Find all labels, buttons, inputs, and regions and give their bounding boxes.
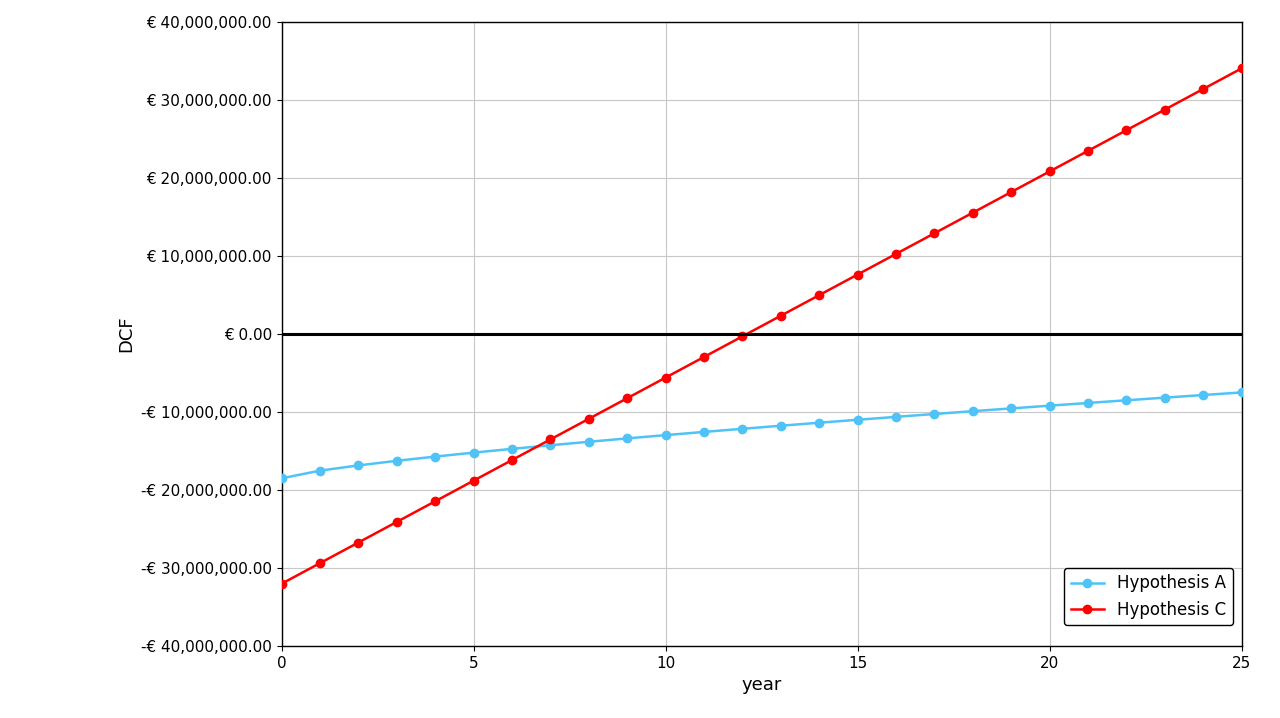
Hypothesis C xyxy=(466,476,481,485)
Hypothesis C xyxy=(1042,167,1057,176)
Line: Hypothesis A: Hypothesis A xyxy=(278,388,1245,482)
Hypothesis C xyxy=(312,559,328,567)
Hypothesis A xyxy=(965,407,980,416)
Hypothesis C xyxy=(927,229,942,238)
Hypothesis C xyxy=(389,518,404,526)
Hypothesis A xyxy=(1080,398,1096,407)
Hypothesis A xyxy=(658,431,673,439)
Hypothesis A xyxy=(543,441,558,449)
Line: Hypothesis C: Hypothesis C xyxy=(278,64,1245,588)
Hypothesis C xyxy=(1080,146,1096,155)
Hypothesis C xyxy=(620,394,635,403)
X-axis label: year: year xyxy=(741,676,782,694)
Hypothesis C xyxy=(735,332,750,340)
Hypothesis A xyxy=(274,474,289,482)
Hypothesis C xyxy=(504,456,520,465)
Y-axis label: DCF: DCF xyxy=(118,315,136,353)
Hypothesis C xyxy=(351,538,366,547)
Hypothesis A xyxy=(735,424,750,433)
Hypothesis C xyxy=(888,250,904,258)
Hypothesis C xyxy=(543,435,558,444)
Hypothesis A xyxy=(1157,393,1172,402)
Hypothesis C xyxy=(965,208,980,217)
Hypothesis A xyxy=(1234,388,1249,397)
Hypothesis A xyxy=(888,413,904,421)
Hypothesis C xyxy=(428,497,443,505)
Hypothesis C xyxy=(1004,188,1019,197)
Hypothesis A xyxy=(850,416,865,424)
Hypothesis A xyxy=(312,466,328,475)
Hypothesis C xyxy=(696,353,712,361)
Hypothesis C xyxy=(658,373,673,382)
Hypothesis A xyxy=(773,421,788,430)
Hypothesis A xyxy=(1196,391,1211,399)
Legend: Hypothesis A, Hypothesis C: Hypothesis A, Hypothesis C xyxy=(1064,568,1233,625)
Hypothesis A xyxy=(927,410,942,419)
Hypothesis A xyxy=(1119,396,1134,404)
Hypothesis C xyxy=(812,291,827,299)
Hypothesis A xyxy=(466,448,481,457)
Hypothesis A xyxy=(351,461,366,470)
Hypothesis C xyxy=(1119,126,1134,134)
Hypothesis C xyxy=(1196,85,1211,93)
Hypothesis A xyxy=(620,434,635,443)
Hypothesis A xyxy=(428,452,443,461)
Hypothesis C xyxy=(1157,106,1172,114)
Hypothesis A xyxy=(581,437,596,446)
Hypothesis C xyxy=(581,414,596,423)
Hypothesis A xyxy=(696,428,712,437)
Hypothesis C xyxy=(1234,64,1249,73)
Hypothesis A xyxy=(1042,401,1057,410)
Hypothesis A xyxy=(812,419,827,427)
Hypothesis A xyxy=(389,457,404,465)
Hypothesis C xyxy=(773,312,788,320)
Hypothesis C xyxy=(850,270,865,279)
Hypothesis A xyxy=(504,444,520,453)
Hypothesis A xyxy=(1004,404,1019,413)
Hypothesis C xyxy=(274,579,289,588)
